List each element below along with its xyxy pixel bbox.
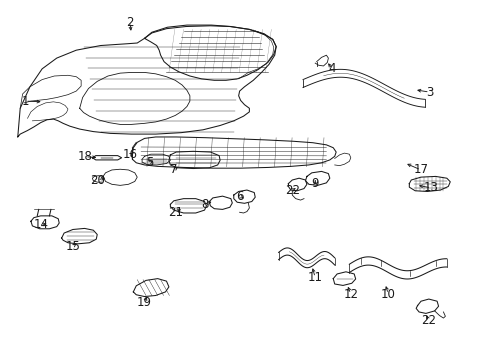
Text: 18: 18	[78, 150, 92, 163]
Text: 9: 9	[311, 177, 318, 190]
Text: 1: 1	[21, 95, 29, 108]
Text: 15: 15	[65, 240, 80, 253]
Text: 4: 4	[328, 62, 335, 75]
Text: 12: 12	[343, 288, 358, 301]
Text: 22: 22	[421, 314, 435, 327]
Text: 16: 16	[122, 148, 137, 161]
Text: 19: 19	[137, 296, 152, 309]
Text: 7: 7	[170, 163, 177, 176]
Text: 11: 11	[307, 271, 322, 284]
Text: 5: 5	[145, 156, 153, 169]
Text: 22: 22	[284, 184, 299, 197]
Text: 2: 2	[126, 16, 133, 29]
Text: 14: 14	[33, 218, 48, 231]
Text: 20: 20	[90, 174, 104, 186]
Text: 10: 10	[380, 288, 395, 301]
Text: 8: 8	[201, 198, 208, 211]
Text: 6: 6	[235, 190, 243, 203]
Text: 3: 3	[425, 86, 432, 99]
Text: 17: 17	[413, 163, 427, 176]
Text: 13: 13	[423, 181, 438, 194]
Text: 21: 21	[167, 206, 183, 219]
